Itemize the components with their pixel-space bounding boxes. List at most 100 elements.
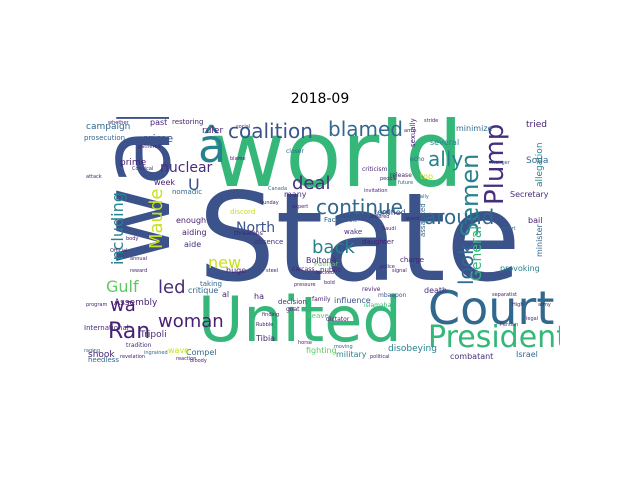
cloud-word: wood <box>406 216 420 222</box>
cloud-word: Israel <box>516 350 538 359</box>
cloud-word: week <box>154 178 176 187</box>
cloud-word: fighting <box>306 346 337 355</box>
cloud-word: minister <box>535 224 544 257</box>
cloud-word: coalition <box>228 119 313 143</box>
cloud-word: Gulf <box>106 277 139 296</box>
cloud-word: combatant <box>450 352 494 361</box>
cloud-word: assaulted <box>419 203 427 237</box>
cloud-word: body <box>126 236 139 242</box>
cloud-word: revive <box>362 286 381 293</box>
cloud-word: bail <box>528 216 543 225</box>
cloud-word: steel <box>266 268 279 274</box>
cloud-word: Tibia <box>256 334 276 343</box>
cloud-word: John <box>380 208 396 216</box>
cloud-word: Persian <box>500 322 519 328</box>
cloud-word: release <box>390 172 412 179</box>
cloud-word: rally <box>418 194 429 200</box>
cloud-word: echo <box>410 156 425 163</box>
cloud-word: Facebook <box>324 216 357 224</box>
cloud-word: enough <box>176 216 207 225</box>
cloud-word: including <box>108 192 127 265</box>
cloud-word: around <box>424 205 495 229</box>
cloud-word: several <box>430 138 460 147</box>
cloud-word: separatist <box>492 292 517 298</box>
cloud-word: deal <box>292 173 331 194</box>
cloud-word: expert <box>292 204 309 210</box>
cloud-word: Leave <box>308 312 329 320</box>
cloud-word: Sunday <box>260 200 279 206</box>
cloud-word: blame <box>230 156 246 162</box>
cloud-word: tradition <box>126 342 152 349</box>
cloud-word: people <box>380 176 397 182</box>
cloud-word: back <box>312 237 355 258</box>
cloud-word: stride <box>424 118 439 124</box>
cloud-word: provoking <box>500 264 540 273</box>
cloud-word: blamed <box>328 117 403 141</box>
cloud-word: arms <box>404 128 417 134</box>
cloud-word: Secretary <box>510 190 549 199</box>
figure-title: 2018-09 <box>290 91 350 107</box>
cloud-word: family <box>312 296 331 303</box>
cloud-word: prosecution <box>84 134 126 142</box>
cloud-word: moving <box>334 344 353 350</box>
cloud-word: charge <box>400 256 425 264</box>
cloud-word: criticism <box>362 166 388 173</box>
cloud-word: North <box>236 220 276 236</box>
cloud-word: Boltonâ <box>306 256 337 265</box>
cloud-word: political <box>370 354 390 360</box>
cloud-word: wave <box>168 346 190 355</box>
cloud-word: bloody <box>190 358 207 364</box>
cloud-word: minimize <box>456 124 493 133</box>
cloud-word: aide <box>184 240 202 249</box>
cloud-word: U <box>188 175 200 194</box>
cloud-word: pressure <box>294 282 316 288</box>
cloud-word: horse <box>298 340 312 346</box>
cloud-word: ingrained <box>144 350 168 356</box>
cloud-word: signal <box>392 268 407 274</box>
cloud-word: finding <box>262 312 280 318</box>
cloud-word: effort <box>502 226 516 232</box>
cloud-word: threatens <box>234 230 263 237</box>
cloud-word: aiding <box>182 228 207 237</box>
cloud-word: Ran <box>108 319 151 344</box>
cloud-word: ha <box>254 292 264 301</box>
cloud-word: mbaapon <box>378 292 407 299</box>
cloud-word: decision <box>278 298 307 306</box>
cloud-word: crime <box>142 132 174 145</box>
cloud-word: ruler <box>202 126 224 136</box>
cloud-word: disobeying <box>388 344 437 354</box>
cloud-word: Assembly <box>114 298 158 308</box>
cloud-word: Convical <box>132 166 154 172</box>
cloud-word: raging <box>84 348 101 354</box>
cloud-word: restoring <box>172 118 204 126</box>
cloud-word: United <box>198 283 402 356</box>
cloud-word: legal <box>526 316 539 322</box>
cloud-word: whether <box>108 120 129 126</box>
cloud-word: â <box>198 119 227 173</box>
cloud-word: ally <box>428 147 464 171</box>
cloud-word: attack <box>86 174 102 180</box>
cloud-word: reward <box>130 268 148 274</box>
cloud-word: daughter <box>362 238 394 246</box>
cloud-word: Palmar <box>314 260 339 268</box>
cloud-word: top <box>420 172 434 181</box>
cloud-word: terrified <box>374 208 406 217</box>
cloud-word: campaign <box>86 122 131 132</box>
cloud-word: discord <box>230 208 256 216</box>
cloud-word: dictator <box>326 316 350 323</box>
cloud-word: heedless <box>88 356 120 364</box>
cloud-word: police <box>380 264 395 270</box>
cloud-word: nuclear <box>160 160 213 176</box>
cloud-word: world <box>210 117 464 208</box>
cloud-word: huge <box>226 266 247 275</box>
cloud-word: invitation <box>364 188 388 194</box>
cloud-word: Official <box>110 248 128 254</box>
cloud-word: public <box>320 266 342 274</box>
cloud-word: backed <box>316 270 334 276</box>
cloud-word: death <box>424 286 448 295</box>
cloud-word: nomadic <box>172 188 203 196</box>
cloud-word: shook <box>88 350 115 360</box>
cloud-word: army <box>538 302 551 308</box>
cloud-word: carcass <box>292 266 315 273</box>
